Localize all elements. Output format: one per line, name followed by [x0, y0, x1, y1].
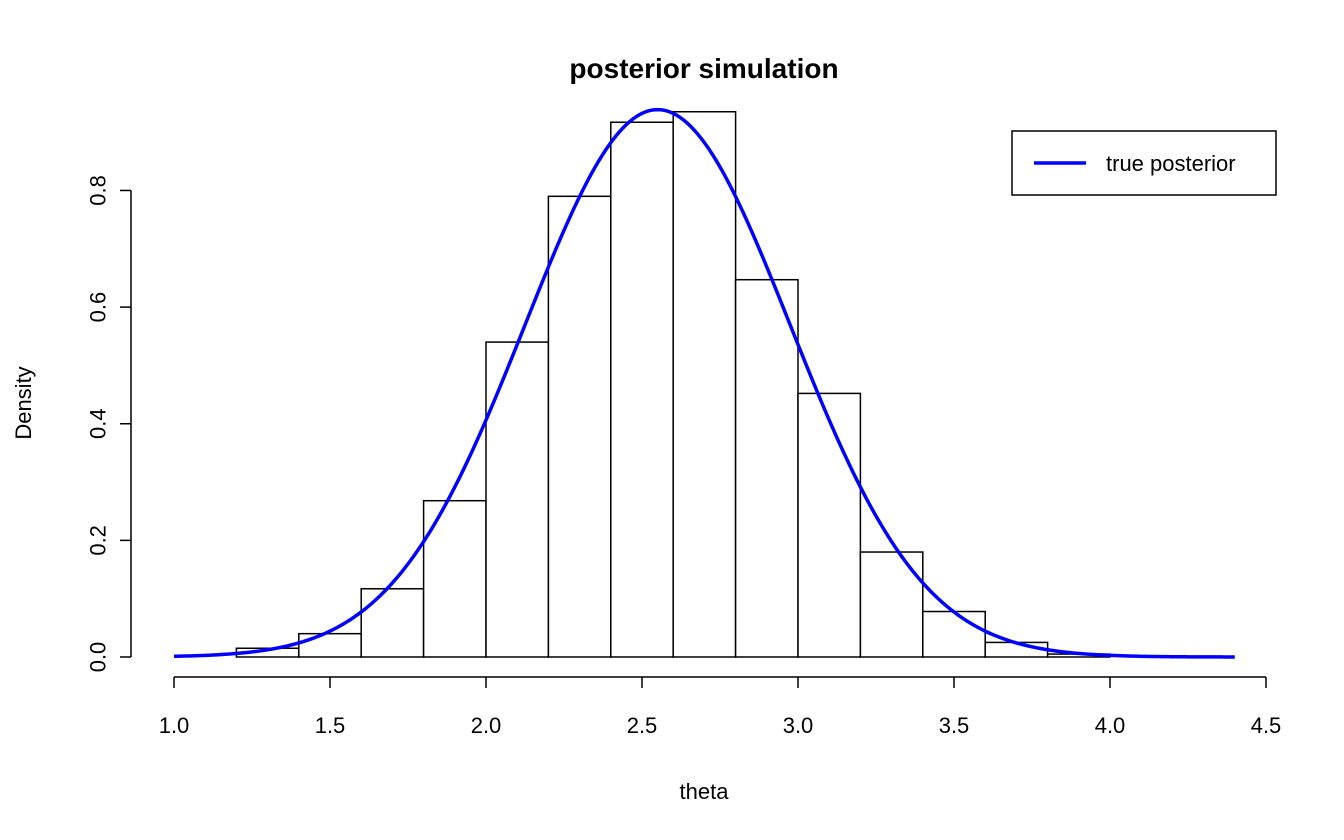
- y-axis-label: Density: [11, 366, 36, 439]
- legend-label-true-posterior: true posterior: [1106, 151, 1236, 176]
- histogram-bar-9: [797, 392, 862, 658]
- histogram-bar-10: [859, 551, 924, 658]
- chart-title: posterior simulation: [569, 53, 838, 84]
- x-axis: 1.0 1.5 2.0 2.5 3.0 3.5 4.0 4.5: [159, 676, 1282, 738]
- histogram-bar-1: [298, 632, 362, 658]
- x-tick-label-0: 1.0: [159, 713, 190, 738]
- y-tick-label-0: 0.0: [86, 642, 111, 673]
- legend: true posterior: [1011, 130, 1277, 196]
- histogram-bar-2: [360, 588, 425, 658]
- histogram-bars: [235, 111, 1111, 658]
- true-posterior-line: [173, 107, 1235, 659]
- histogram-bar-8: [734, 278, 799, 658]
- histogram-bar-11: [922, 610, 986, 658]
- x-tick-label-7: 4.5: [1251, 713, 1282, 738]
- x-axis-label: theta: [680, 779, 730, 804]
- x-tick-label-1: 1.5: [315, 713, 346, 738]
- histogram-bar-6: [610, 121, 674, 658]
- x-tick-label-6: 4.0: [1095, 713, 1126, 738]
- histogram-bar-7: [672, 111, 737, 658]
- x-tick-label-3: 2.5: [627, 713, 658, 738]
- y-tick-label-2: 0.4: [86, 408, 111, 439]
- x-tick-label-2: 2.0: [471, 713, 502, 738]
- histogram-bar-4: [485, 341, 550, 658]
- y-tick-label-4: 0.8: [86, 175, 111, 206]
- x-tick-label-4: 3.0: [783, 713, 814, 738]
- density-curve-layer: [173, 107, 1235, 659]
- y-tick-label-3: 0.6: [86, 292, 111, 323]
- histogram-bar-5: [547, 195, 612, 658]
- y-axis: 0.0 0.2 0.4 0.6 0.8: [86, 175, 132, 672]
- x-tick-label-5: 3.5: [939, 713, 970, 738]
- y-tick-label-1: 0.2: [86, 525, 111, 556]
